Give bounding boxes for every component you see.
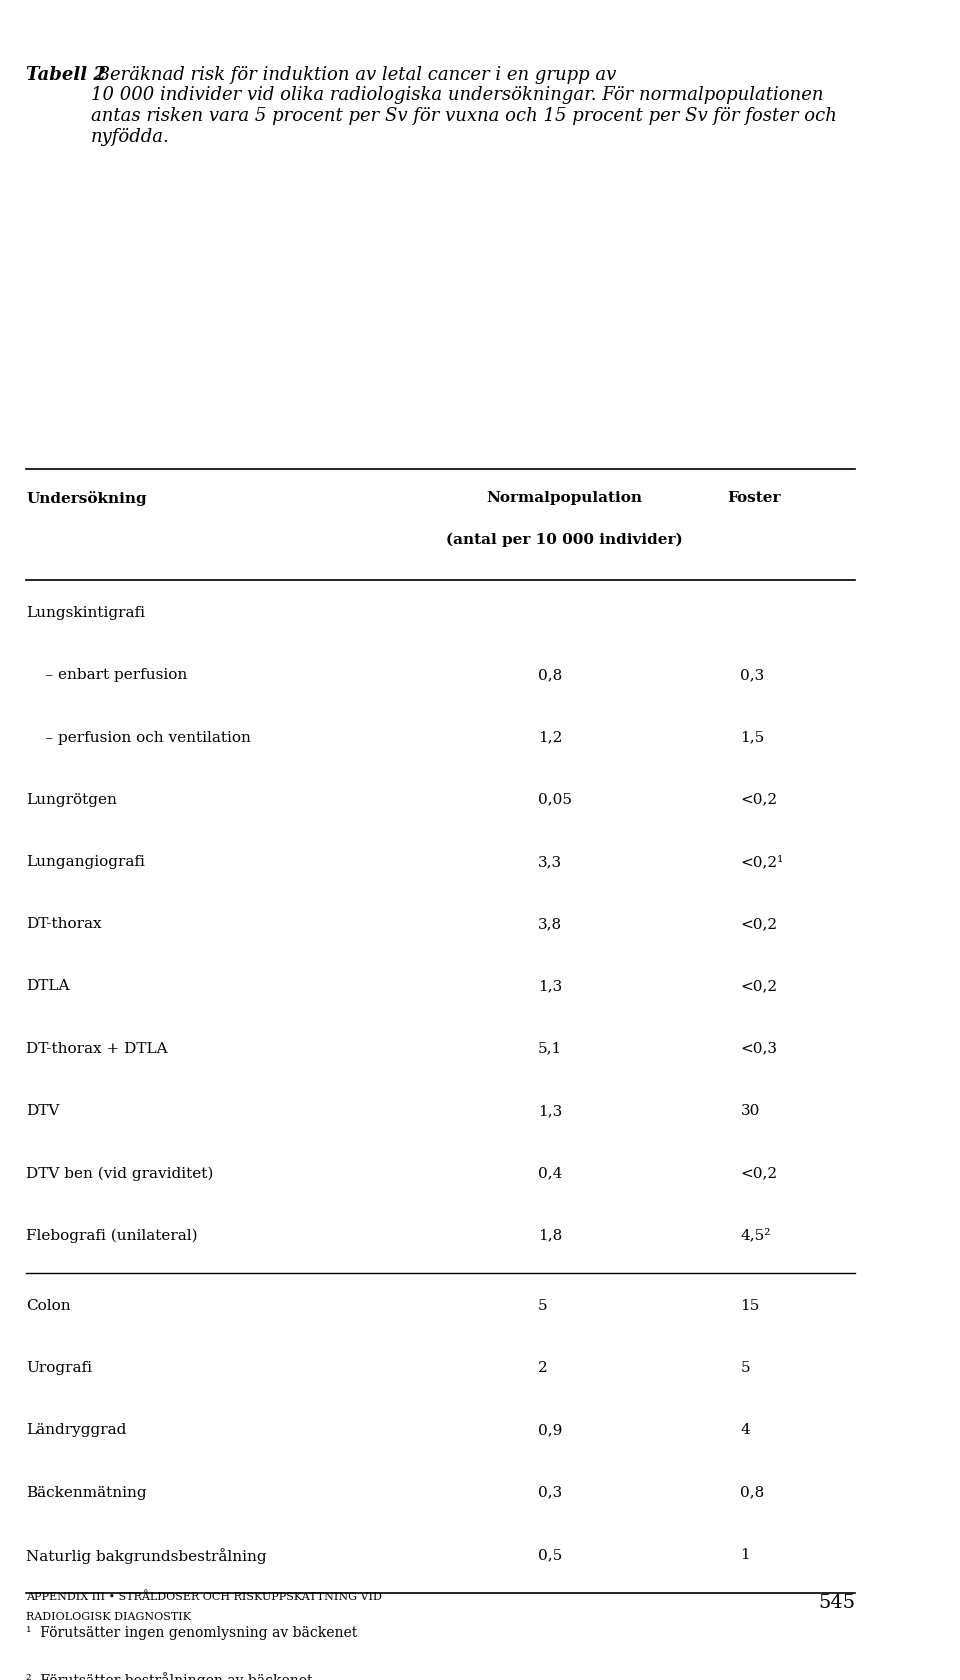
Text: 4,5²: 4,5²	[740, 1228, 771, 1242]
Text: 15: 15	[740, 1299, 759, 1312]
Text: Tabell 2: Tabell 2	[27, 66, 107, 84]
Text: 0,5: 0,5	[538, 1547, 562, 1561]
Text: 0,4: 0,4	[538, 1166, 563, 1179]
Text: Beräknad risk för induktion av letal cancer i en grupp av
10 000 individer vid o: Beräknad risk för induktion av letal can…	[91, 66, 837, 146]
Text: DTV: DTV	[27, 1104, 60, 1117]
Text: 1: 1	[740, 1547, 750, 1561]
Text: 0,9: 0,9	[538, 1423, 563, 1436]
Text: 0,8: 0,8	[538, 669, 562, 682]
Text: 5: 5	[538, 1299, 547, 1312]
Text: <0,2: <0,2	[740, 793, 778, 806]
Text: Urografi: Urografi	[27, 1361, 92, 1374]
Text: – perfusion och ventilation: – perfusion och ventilation	[27, 731, 252, 744]
Text: (antal per 10 000 individer): (antal per 10 000 individer)	[445, 533, 683, 546]
Text: APPENDIX III • STRÅLDOSER OCH RISKUPPSKATTNING VID: APPENDIX III • STRÅLDOSER OCH RISKUPPSKA…	[27, 1591, 382, 1601]
Text: – enbart perfusion: – enbart perfusion	[27, 669, 188, 682]
Text: 30: 30	[740, 1104, 759, 1117]
Text: Lungangiografi: Lungangiografi	[27, 855, 145, 869]
Text: 545: 545	[818, 1593, 855, 1611]
Text: Lungrötgen: Lungrötgen	[27, 793, 117, 806]
Text: Normalpopulation: Normalpopulation	[486, 491, 642, 506]
Text: Colon: Colon	[27, 1299, 71, 1312]
Text: ¹  Förutsätter ingen genomlysning av bäckenet: ¹ Förutsätter ingen genomlysning av bäck…	[27, 1626, 358, 1640]
Text: 1,3: 1,3	[538, 1104, 562, 1117]
Text: ²  Förutsätter bestrålningen av bäckenet: ² Förutsätter bestrålningen av bäckenet	[27, 1672, 313, 1680]
Text: 5,1: 5,1	[538, 1042, 562, 1055]
Text: Flebografi (unilateral): Flebografi (unilateral)	[27, 1228, 198, 1242]
Text: 1,2: 1,2	[538, 731, 563, 744]
Text: 0,3: 0,3	[740, 669, 765, 682]
Text: RADIOLOGISK DIAGNOSTIK: RADIOLOGISK DIAGNOSTIK	[27, 1611, 192, 1621]
Text: <0,3: <0,3	[740, 1042, 778, 1055]
Text: Lungskintigrafi: Lungskintigrafi	[27, 606, 146, 620]
Text: 0,3: 0,3	[538, 1485, 562, 1499]
Text: 3,3: 3,3	[538, 855, 562, 869]
Text: 3,8: 3,8	[538, 917, 562, 931]
Text: Naturlig bakgrundsbestrålning: Naturlig bakgrundsbestrålning	[27, 1547, 267, 1562]
Text: Undersökning: Undersökning	[27, 491, 147, 506]
Text: 0,8: 0,8	[740, 1485, 765, 1499]
Text: Bäckenmätning: Bäckenmätning	[27, 1485, 147, 1499]
Text: 1,8: 1,8	[538, 1228, 562, 1242]
Text: <0,2: <0,2	[740, 1166, 778, 1179]
Text: Ländryggrad: Ländryggrad	[27, 1423, 127, 1436]
Text: 0,05: 0,05	[538, 793, 572, 806]
Text: 1,5: 1,5	[740, 731, 765, 744]
Text: DTLA: DTLA	[27, 979, 70, 993]
Text: DT-thorax + DTLA: DT-thorax + DTLA	[27, 1042, 168, 1055]
Text: Foster: Foster	[727, 491, 780, 506]
Text: 2: 2	[538, 1361, 547, 1374]
Text: <0,2¹: <0,2¹	[740, 855, 783, 869]
Text: <0,2: <0,2	[740, 979, 778, 993]
Text: DTV ben (vid graviditet): DTV ben (vid graviditet)	[27, 1166, 214, 1179]
Text: <0,2: <0,2	[740, 917, 778, 931]
Text: 1,3: 1,3	[538, 979, 562, 993]
Text: 5: 5	[740, 1361, 750, 1374]
Text: 4: 4	[740, 1423, 750, 1436]
Text: DT-thorax: DT-thorax	[27, 917, 102, 931]
